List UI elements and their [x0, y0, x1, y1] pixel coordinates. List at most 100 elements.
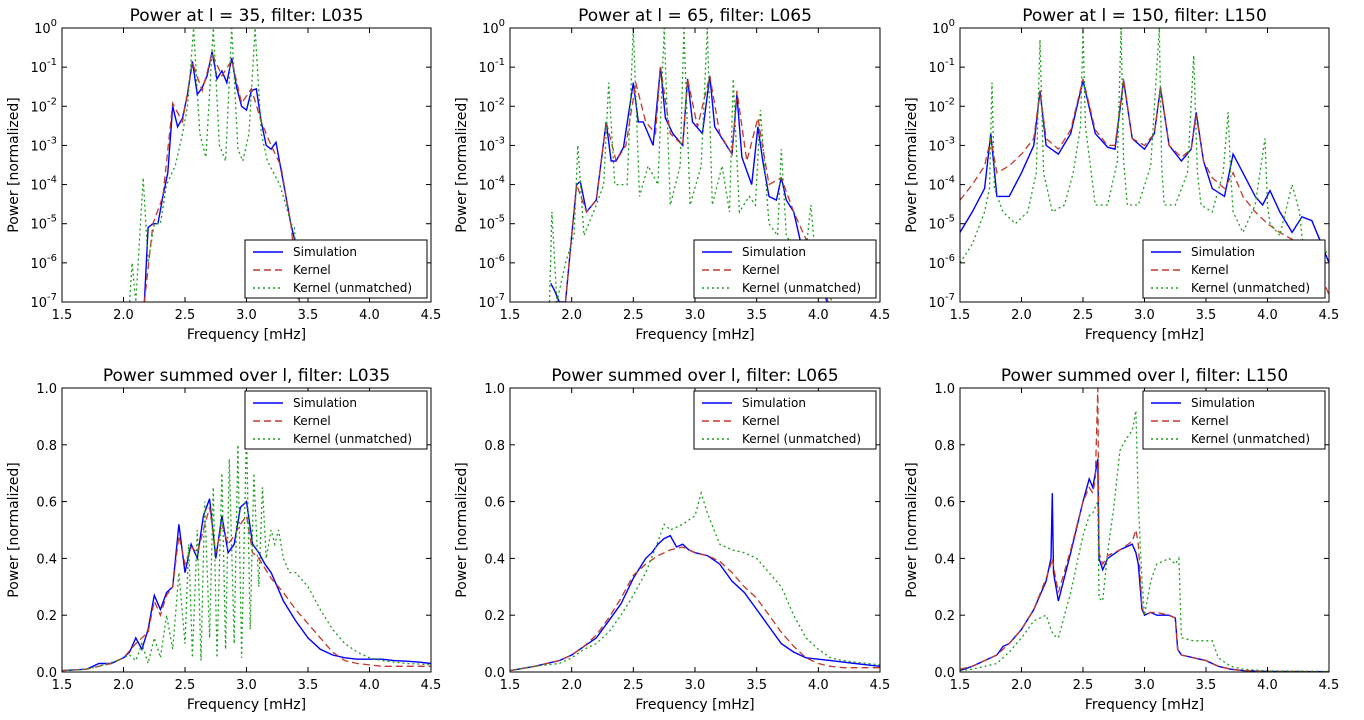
y-tick-label: 0.6 [36, 496, 57, 511]
legend-label: Kernel [1191, 263, 1229, 277]
y-tick-label: 10-3 [30, 135, 57, 154]
y-tick-label: 10-5 [30, 214, 57, 233]
series-unmatched [128, 28, 299, 302]
y-tick-label: 0.0 [36, 666, 57, 681]
y-tick-label: 100 [34, 18, 57, 37]
x-tick-label: 3.0 [236, 678, 257, 693]
y-tick-label: 100 [932, 18, 955, 37]
panel-2: 1.5 2.0 2.5 3.0 3.5 4.0 4.5 100 10-1 10-2 10-3 10-4… [454, 6, 890, 343]
x-tick-label: 4.0 [1257, 308, 1278, 323]
x-tick-label: 3.0 [1134, 308, 1155, 323]
y-tick-label: 10-6 [928, 253, 955, 272]
y-axis-label: Power [normalized] [454, 462, 470, 598]
series-unmatched [960, 410, 1329, 672]
y-tick-label: 10-1 [478, 57, 505, 76]
x-tick-label: 3.5 [746, 308, 767, 323]
legend-label: Kernel [1191, 414, 1229, 428]
y-axis-label: Power [normalized] [6, 462, 22, 598]
y-tick-label: 10-3 [928, 135, 955, 154]
legend-label: Simulation [1191, 396, 1255, 410]
y-tick-label: 100 [482, 18, 505, 37]
legend-box [244, 390, 428, 450]
y-tick-label: 10-3 [478, 135, 505, 154]
plot-area [960, 388, 1329, 672]
chart-title: Power at l = 150, filter: L150 [1022, 6, 1267, 26]
plot-area [62, 430, 431, 672]
legend-box [693, 390, 877, 450]
x-tick-label: 1.5 [52, 678, 73, 693]
legend-box [1142, 239, 1326, 299]
legend-label: Simulation [742, 396, 806, 410]
y-tick-label: 10-6 [30, 253, 57, 272]
series-unmatched [960, 28, 1329, 264]
x-tick-label: 4.5 [1319, 308, 1340, 323]
y-axis-label: Power [normalized] [6, 97, 22, 233]
legend-label: Kernel [293, 414, 331, 428]
legend-label: Kernel (unmatched) [742, 281, 861, 295]
y-tick-label: 0.2 [484, 609, 505, 624]
x-axis-label: Frequency [mHz] [1085, 697, 1204, 713]
panel-6: 1.5 2.0 2.5 3.0 3.5 4.0 4.5 0.0 0.2 0.4 0.6 0.8 1.0 P… [904, 366, 1339, 713]
x-tick-label: 3.0 [685, 678, 706, 693]
series-unmatched [510, 490, 880, 672]
legend-label: Kernel [742, 263, 780, 277]
x-tick-label: 2.5 [175, 308, 196, 323]
y-tick-label: 0.2 [934, 609, 955, 624]
y-tick-label: 10-2 [478, 96, 505, 115]
plot-area [510, 490, 880, 672]
x-tick-label: 2.0 [561, 308, 582, 323]
y-tick-label: 10-7 [478, 292, 505, 311]
chart-title: Power at l = 65, filter: L065 [578, 6, 812, 26]
y-tick-label: 10-7 [928, 292, 955, 311]
y-tick-label: 10-4 [478, 175, 505, 194]
y-tick-label: 0.4 [484, 552, 505, 567]
legend-box [244, 239, 428, 299]
y-tick-label: 0.8 [484, 439, 505, 454]
y-tick-label: 0.6 [934, 496, 955, 511]
y-tick-label: 10-6 [478, 253, 505, 272]
legend-label: Kernel (unmatched) [293, 281, 412, 295]
x-tick-label: 3.0 [685, 308, 706, 323]
y-tick-label: 10-5 [478, 214, 505, 233]
series-kernel [143, 51, 301, 302]
x-tick-label: 4.5 [421, 678, 442, 693]
legend-label: Kernel [742, 414, 780, 428]
x-tick-label: 1.5 [500, 308, 521, 323]
y-tick-label: 10-7 [30, 292, 57, 311]
legend: Simulation Kernel Kernel (unmatched) [1142, 239, 1326, 299]
panel-3: 1.5 2.0 2.5 3.0 3.5 4.0 4.5 100 10-1 10-2 10-3 10-4… [904, 6, 1339, 343]
chart-title: Power summed over l, filter: L035 [103, 366, 390, 386]
y-tick-label: 10-4 [30, 175, 57, 194]
legend-label: Simulation [293, 396, 357, 410]
legend: Simulation Kernel Kernel (unmatched) [693, 390, 877, 450]
y-tick-label: 10-2 [30, 96, 57, 115]
x-tick-label: 3.5 [298, 308, 319, 323]
plot-area [960, 28, 1329, 296]
y-tick-label: 10-1 [30, 57, 57, 76]
x-tick-label: 2.5 [175, 678, 196, 693]
x-tick-label: 3.5 [1196, 678, 1217, 693]
legend-label: Simulation [293, 245, 357, 259]
legend-label: Kernel (unmatched) [1191, 281, 1310, 295]
x-axis-label: Frequency [mHz] [1085, 327, 1204, 343]
x-tick-label: 1.5 [52, 308, 73, 323]
x-tick-label: 4.5 [421, 308, 442, 323]
x-tick-label: 4.0 [808, 678, 829, 693]
y-tick-label: 0.6 [484, 496, 505, 511]
x-tick-label: 1.5 [950, 678, 971, 693]
series-unmatched [62, 430, 431, 672]
x-axis-label: Frequency [mHz] [187, 327, 306, 343]
plot-area [548, 28, 833, 302]
x-tick-label: 3.0 [236, 308, 257, 323]
x-tick-label: 2.0 [1011, 308, 1032, 323]
y-tick-label: 0.0 [484, 666, 505, 681]
legend-label: Kernel [293, 263, 331, 277]
x-tick-label: 2.0 [113, 678, 134, 693]
series-kernel [960, 388, 1329, 672]
legend-box [693, 239, 877, 299]
x-tick-label: 2.0 [1011, 678, 1032, 693]
x-tick-label: 4.0 [1257, 678, 1278, 693]
x-tick-label: 2.5 [1073, 678, 1094, 693]
series-kernel [62, 507, 431, 672]
x-tick-label: 2.5 [623, 308, 644, 323]
